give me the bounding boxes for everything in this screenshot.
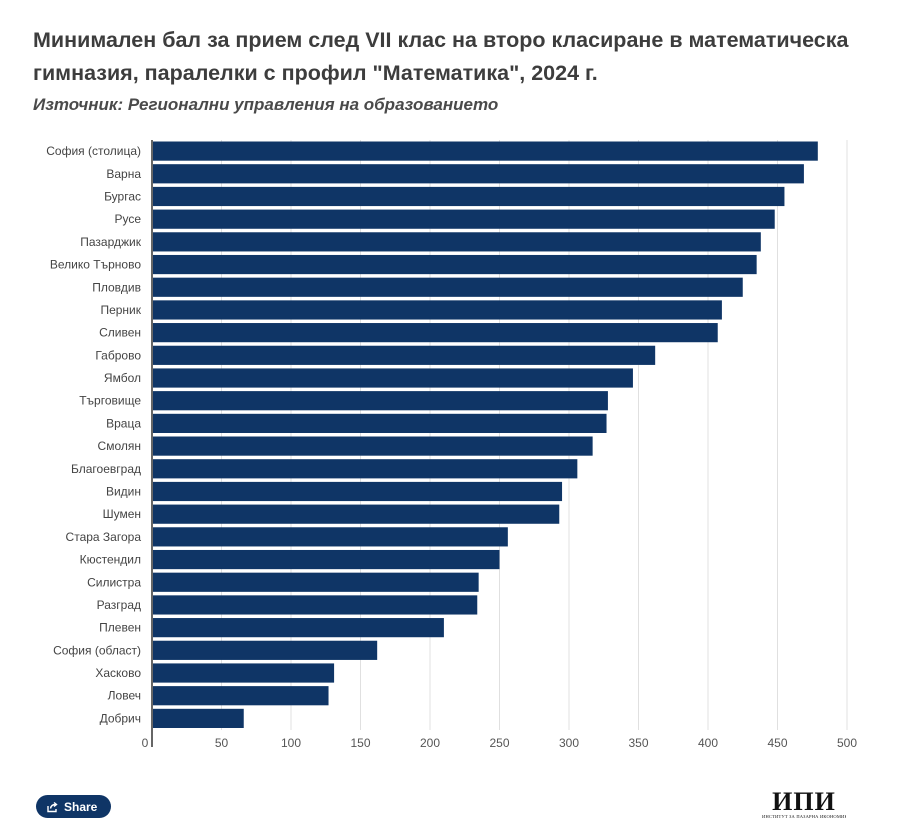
bar-chart: София (столица) Варна Бургас Русе Пазарджик В…: [46, 140, 858, 750]
bar[interactable]: [153, 549, 500, 570]
bar[interactable]: [153, 686, 329, 706]
bar[interactable]: [153, 618, 444, 638]
x-tick-label: 100: [281, 736, 301, 750]
category-label: Смолян: [98, 439, 141, 453]
x-tick-label: 350: [628, 736, 648, 750]
bar[interactable]: [153, 413, 607, 433]
category-label: Велико Търново: [50, 258, 141, 272]
category-label: Кюстендил: [80, 553, 141, 567]
category-label: Сливен: [99, 326, 141, 340]
x-tick-label: 0: [142, 736, 149, 750]
category-label: Русе: [114, 212, 141, 226]
share-label: Share: [64, 799, 98, 814]
category-label: Перник: [100, 303, 141, 317]
bar[interactable]: [153, 164, 804, 184]
category-label: Варна: [106, 167, 141, 181]
logo-subtext: ИНСТИТУТ ЗА ПАЗАРНА ИКОНОМИКА: [762, 814, 846, 819]
category-label: Бургас: [104, 189, 141, 203]
share-icon: [47, 801, 58, 812]
category-label: Силистра: [87, 575, 141, 589]
x-tick-label: 150: [350, 736, 370, 750]
chart-title: Минимален бал за прием след VII клас на …: [33, 28, 849, 85]
x-tick-label: 200: [420, 736, 440, 750]
category-label: Добрич: [100, 711, 141, 725]
bar[interactable]: [153, 277, 743, 297]
category-label: Благоевград: [71, 462, 141, 476]
bar[interactable]: [153, 368, 633, 388]
category-label: Видин: [106, 484, 141, 498]
ipi-logo: ИПИ ИНСТИТУТ ЗА ПАЗАРНА ИКОНОМИКА: [762, 787, 846, 820]
x-axis-ticks: 0 50 100 150 200 250 300 350 400 450 500: [142, 736, 858, 750]
category-label: София (област): [53, 643, 141, 657]
bar[interactable]: [153, 640, 378, 660]
bars: [153, 141, 818, 728]
category-label: Търговище: [79, 394, 141, 408]
x-tick-label: 400: [698, 736, 718, 750]
category-label: Габрово: [95, 348, 141, 362]
category-labels: София (столица) Варна Бургас Русе Пазарджик В…: [46, 144, 142, 725]
chart-subtitle: Източник: Регионални управления на образ…: [33, 95, 499, 114]
category-label: Пловдив: [92, 280, 141, 294]
bar[interactable]: [153, 572, 479, 592]
bar[interactable]: [153, 232, 761, 252]
category-label: Враца: [106, 416, 141, 430]
bar[interactable]: [153, 323, 718, 343]
share-button[interactable]: Share: [36, 795, 112, 818]
x-tick-label: 250: [489, 736, 509, 750]
bar[interactable]: [153, 391, 608, 411]
bar[interactable]: [153, 254, 757, 275]
bar[interactable]: [153, 527, 508, 547]
category-label: Хасково: [95, 666, 141, 680]
category-label: София (столица): [46, 144, 141, 158]
bar[interactable]: [153, 708, 244, 728]
category-label: Разград: [97, 598, 141, 612]
category-label: Ловеч: [108, 689, 141, 703]
bar[interactable]: [153, 595, 478, 615]
category-label: Стара Загора: [66, 530, 142, 544]
bar[interactable]: [153, 300, 722, 320]
bar[interactable]: [153, 504, 560, 524]
x-tick-label: 450: [767, 736, 787, 750]
x-tick-label: 300: [559, 736, 579, 750]
bar[interactable]: [153, 345, 656, 365]
bar[interactable]: [153, 141, 818, 161]
category-label: Пазарджик: [80, 235, 141, 249]
logo-text: ИПИ: [772, 787, 836, 816]
x-tick-label: 500: [837, 736, 857, 750]
x-tick-label: 50: [215, 736, 229, 750]
category-label: Ямбол: [104, 371, 141, 385]
bar[interactable]: [153, 436, 593, 456]
bar[interactable]: [153, 459, 578, 479]
category-label: Шумен: [103, 507, 141, 521]
bar[interactable]: [153, 663, 335, 683]
bar[interactable]: [153, 481, 563, 502]
category-label: Плевен: [99, 621, 141, 635]
bar[interactable]: [153, 186, 785, 207]
bar[interactable]: [153, 209, 775, 229]
